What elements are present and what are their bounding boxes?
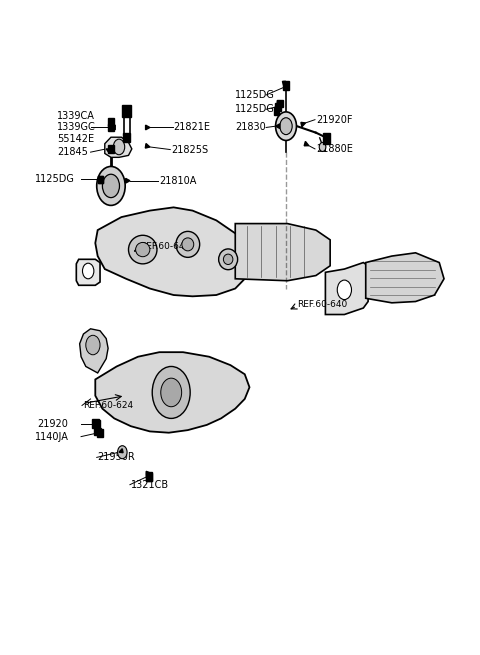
Circle shape [102,174,120,198]
Circle shape [118,445,127,458]
Circle shape [276,112,297,140]
Polygon shape [108,119,114,126]
Text: 1140JA: 1140JA [35,432,69,441]
Polygon shape [274,107,279,115]
Text: 21920F: 21920F [316,115,352,124]
Polygon shape [94,422,97,426]
Ellipse shape [176,231,200,257]
Text: 21830: 21830 [235,122,266,132]
Polygon shape [304,141,309,146]
Polygon shape [282,81,286,87]
Text: REF.60-624: REF.60-624 [84,401,133,410]
Polygon shape [96,208,250,296]
Text: 1125DG: 1125DG [235,90,275,100]
Polygon shape [277,100,283,107]
Circle shape [83,263,94,279]
Polygon shape [105,137,132,157]
Polygon shape [123,133,130,141]
Text: REF.60-640: REF.60-640 [140,242,191,251]
Polygon shape [235,223,330,281]
Circle shape [86,335,100,355]
Circle shape [319,142,326,151]
Text: REF.60-640: REF.60-640 [297,300,347,309]
Text: 1125DG: 1125DG [235,104,275,114]
Text: 21880E: 21880E [316,144,353,154]
Text: 21810A: 21810A [159,176,197,186]
Polygon shape [108,124,114,132]
Polygon shape [96,352,250,433]
Circle shape [280,118,292,135]
Polygon shape [145,472,152,481]
Polygon shape [276,124,280,128]
Polygon shape [111,125,115,130]
Polygon shape [146,472,149,477]
Circle shape [152,366,190,419]
Ellipse shape [219,249,238,270]
Polygon shape [325,263,368,314]
Polygon shape [283,81,289,90]
Text: 55142E: 55142E [57,134,95,143]
Polygon shape [122,105,131,117]
Circle shape [96,166,125,206]
Polygon shape [97,176,103,183]
Polygon shape [277,100,280,107]
Text: 21825S: 21825S [171,145,208,155]
Text: 1321CB: 1321CB [131,479,169,490]
Polygon shape [126,178,130,183]
Polygon shape [108,145,114,153]
Polygon shape [275,103,281,111]
Ellipse shape [223,254,233,265]
Polygon shape [106,149,111,153]
Circle shape [113,139,125,155]
Polygon shape [146,473,152,481]
Polygon shape [92,419,98,428]
Text: 1125DG: 1125DG [35,174,75,185]
Text: 1339GC: 1339GC [57,122,96,132]
Polygon shape [97,176,103,183]
Polygon shape [323,134,330,143]
Ellipse shape [136,242,150,257]
Text: 21845: 21845 [57,147,88,157]
Ellipse shape [182,238,194,251]
Polygon shape [119,449,123,453]
Polygon shape [80,329,108,373]
Text: 21950R: 21950R [97,453,135,462]
Polygon shape [145,143,150,148]
Circle shape [161,378,181,407]
Text: 21920: 21920 [37,419,68,428]
Polygon shape [94,420,99,428]
Polygon shape [97,429,103,437]
Polygon shape [145,125,150,130]
Polygon shape [98,427,102,433]
Polygon shape [94,428,99,436]
Polygon shape [301,122,305,127]
Ellipse shape [129,235,157,264]
Circle shape [337,280,351,299]
Text: 21821E: 21821E [174,122,211,132]
Polygon shape [98,177,103,182]
Polygon shape [366,253,444,303]
Polygon shape [76,259,100,286]
Text: 1339CA: 1339CA [57,111,95,121]
